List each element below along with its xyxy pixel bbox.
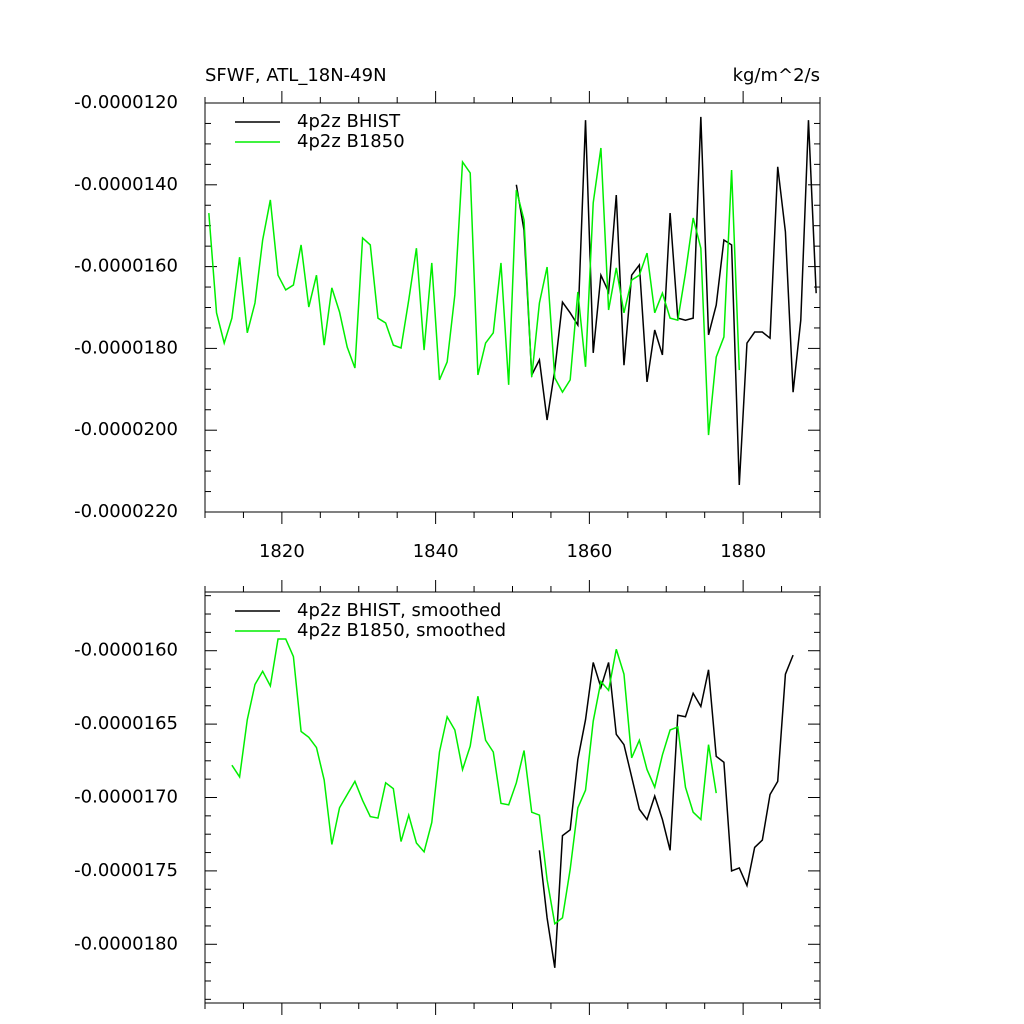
legend-label: 4p2z BHIST, smoothed: [297, 600, 501, 621]
plot-frame: [204, 102, 821, 513]
y-tick-label: -0.0000170: [74, 787, 178, 808]
data-line: [231, 638, 717, 926]
data-line: [515, 116, 817, 486]
y-tick-label: -0.0000165: [74, 713, 178, 734]
x-tick-label: 1860: [566, 541, 612, 562]
units-label: kg/m^2/s: [733, 65, 820, 86]
y-tick-label: -0.0000200: [74, 419, 178, 440]
y-tick-label: -0.0000140: [74, 174, 178, 195]
data-line: [208, 147, 741, 436]
x-tick-label: 1880: [720, 541, 766, 562]
y-tick-label: -0.0000180: [74, 933, 178, 954]
x-tick-label: 1820: [259, 541, 305, 562]
y-tick-label: -0.0000160: [74, 256, 178, 277]
chart-title: SFWF, ATL_18N-49N: [205, 65, 387, 86]
legend-label: 4p2z B1850: [297, 131, 405, 152]
legend-label: 4p2z BHIST: [297, 111, 401, 132]
y-tick-label: -0.0000160: [74, 640, 178, 661]
data-line: [538, 654, 794, 968]
y-tick-label: -0.0000175: [74, 860, 178, 881]
y-tick-label: -0.0000180: [74, 337, 178, 358]
plot-frame: [204, 591, 821, 1004]
x-tick-label: 1840: [413, 541, 459, 562]
y-tick-label: -0.0000220: [74, 501, 178, 522]
y-tick-label: -0.0000120: [74, 92, 178, 113]
legend-label: 4p2z B1850, smoothed: [297, 620, 506, 641]
